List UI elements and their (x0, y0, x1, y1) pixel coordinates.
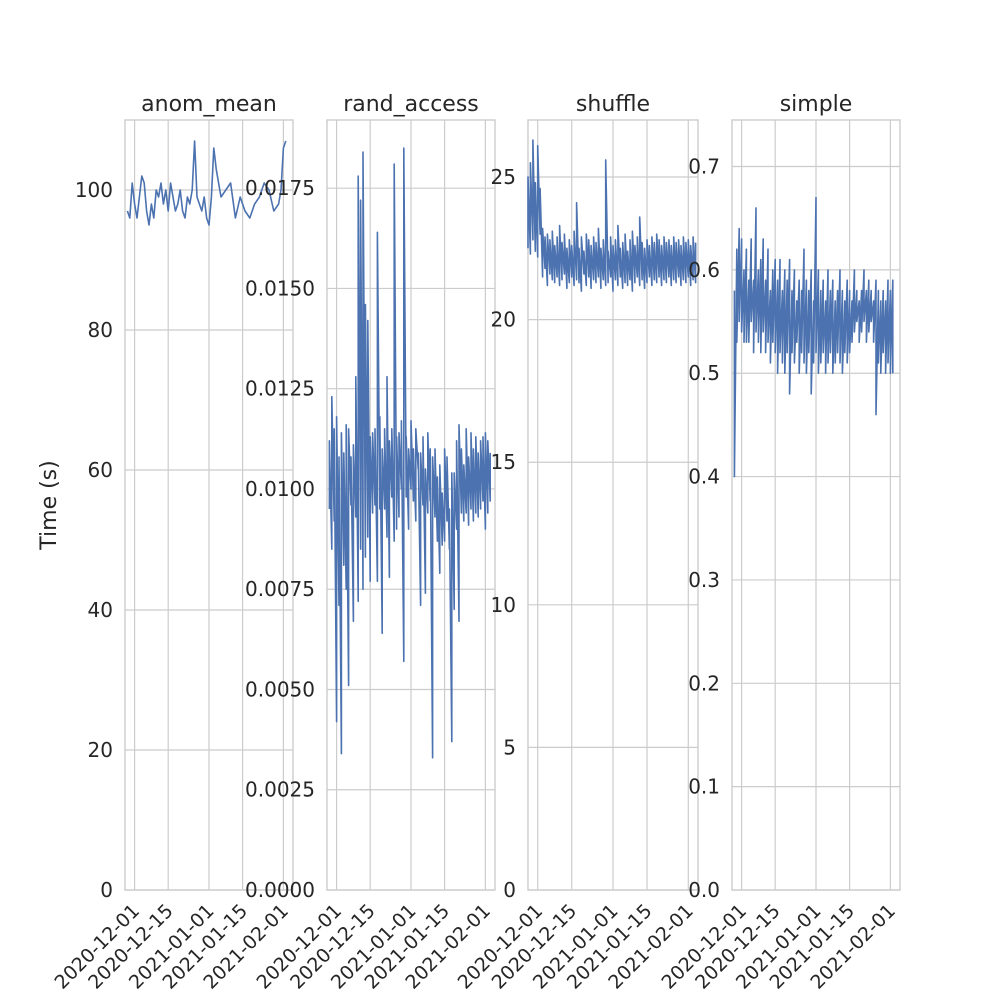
y-tick-label: 80 (88, 318, 113, 342)
y-tick-label: 0.7 (688, 155, 720, 179)
series-line-anom-mean (126, 140, 287, 226)
axes-frame (527, 119, 699, 891)
y-tick-label: 0.1 (688, 775, 720, 799)
y-tick-label: 0.0100 (245, 477, 315, 501)
axes-frame (731, 119, 901, 891)
series-line-rand-access (328, 147, 492, 759)
y-tick-label: 0.6 (688, 258, 720, 282)
y-tick-label: 0.5 (688, 361, 720, 385)
panel-anom-mean: 0204060801002020-12-012020-12-152021-01-… (50, 92, 294, 994)
y-tick-label: 0.0125 (245, 377, 315, 401)
series-line-shuffle (527, 139, 697, 292)
y-tick-label: 0.0000 (245, 878, 315, 902)
y-axis-label: Time (s) (37, 460, 62, 550)
y-tick-label: 0.2 (688, 671, 720, 695)
y-tick-label: 0.0150 (245, 276, 315, 300)
y-tick-label: 0 (503, 878, 516, 902)
y-tick-label: 0.0 (688, 878, 720, 902)
panel-simple: 0.00.10.20.30.40.50.60.72020-12-012020-1… (657, 92, 901, 994)
y-tick-label: 15 (491, 450, 516, 474)
y-tick-label: 0.3 (688, 568, 720, 592)
y-tick-label: 100 (75, 178, 113, 202)
y-tick-label: 0.0075 (245, 577, 315, 601)
y-tick-label: 40 (88, 598, 113, 622)
axes-frame (326, 119, 496, 891)
series-line-simple (733, 196, 894, 478)
y-tick-label: 20 (88, 738, 113, 762)
y-tick-label: 25 (491, 165, 516, 189)
panel-title: simple (780, 92, 853, 117)
y-tick-label: 0.0175 (245, 176, 315, 200)
y-tick-label: 0 (100, 878, 113, 902)
y-tick-label: 5 (503, 735, 516, 759)
panel-title: rand_access (343, 92, 479, 117)
y-tick-label: 60 (88, 458, 113, 482)
panel-title: shuffle (576, 92, 650, 117)
axes-frame (124, 119, 294, 891)
y-tick-label: 0.4 (688, 465, 720, 489)
panel-title: anom_mean (141, 92, 277, 117)
y-tick-label: 0.0025 (245, 778, 315, 802)
y-tick-label: 0.0050 (245, 677, 315, 701)
y-tick-label: 20 (491, 308, 516, 332)
y-tick-label: 10 (491, 593, 516, 617)
